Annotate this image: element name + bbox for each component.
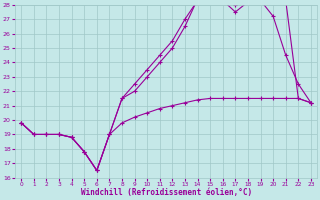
X-axis label: Windchill (Refroidissement éolien,°C): Windchill (Refroidissement éolien,°C) [81, 188, 252, 197]
